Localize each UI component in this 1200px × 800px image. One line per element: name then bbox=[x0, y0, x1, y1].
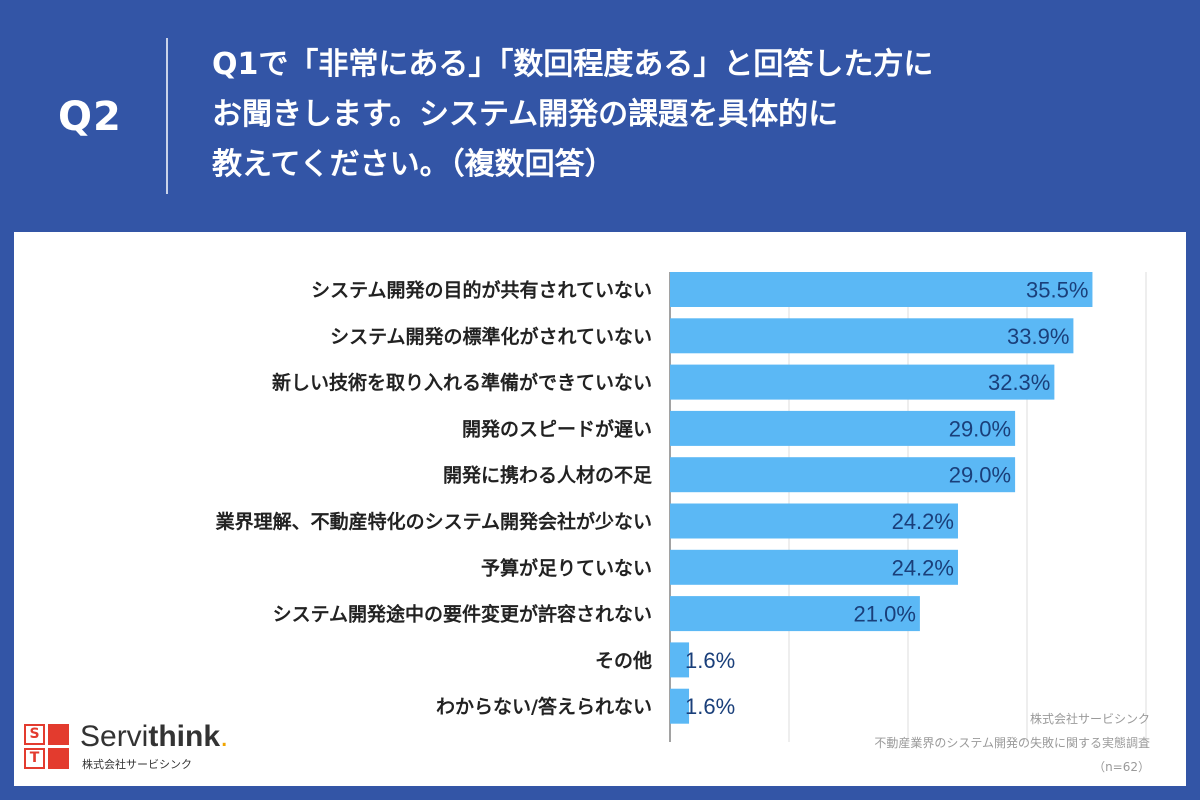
value-label: 1.6% bbox=[685, 694, 735, 719]
source-survey: 不動産業界のシステム開発の失敗に関する実態調査 bbox=[874, 736, 1150, 750]
bar bbox=[670, 457, 1016, 493]
category-label: 業界理解、不動産特化のシステム開発会社が少ない bbox=[215, 510, 652, 533]
value-label: 33.9% bbox=[1007, 324, 1069, 349]
header: Q2 Q1で「非常にある」「数回程度ある」と回答した方に お聞きします。システム… bbox=[0, 0, 1200, 230]
bar bbox=[670, 318, 1074, 354]
logo-name-suffix: think bbox=[148, 720, 221, 753]
chart-panel: システム開発の目的が共有されていない 35.5% システム開発の標準化がされていない… bbox=[14, 232, 1186, 786]
question-number: Q2 bbox=[58, 94, 122, 140]
logo-cell-s: S bbox=[24, 724, 45, 745]
header-divider bbox=[166, 38, 168, 194]
bar-chart: システム開発の目的が共有されていない 35.5% システム開発の標準化がされていない… bbox=[215, 272, 1147, 742]
company-logo: S T Servithink. 株式会社サービシンク bbox=[24, 720, 264, 776]
bar bbox=[670, 549, 958, 585]
source-sample-size: （n=62） bbox=[1093, 760, 1150, 774]
value-label: 29.0% bbox=[949, 463, 1011, 488]
category-label: 開発のスピードが遅い bbox=[462, 417, 652, 440]
category-label: 開発に携わる人材の不足 bbox=[443, 464, 653, 487]
logo-cell-blank-2 bbox=[48, 748, 69, 769]
question-line-3: 教えてください。（複数回答） bbox=[212, 147, 615, 182]
category-label: その他 bbox=[595, 649, 652, 672]
category-label: 新しい技術を取り入れる準備ができていない bbox=[272, 371, 652, 394]
question-line-2: お聞きします。システム開発の課題を具体的に bbox=[212, 97, 839, 132]
logo-cell-t: T bbox=[24, 748, 45, 769]
value-label: 24.2% bbox=[892, 509, 954, 534]
logo-dot: . bbox=[220, 720, 229, 753]
bar bbox=[670, 688, 690, 724]
value-label: 24.2% bbox=[892, 555, 954, 580]
category-label: システム開発の標準化がされていない bbox=[330, 325, 652, 348]
bar bbox=[670, 503, 958, 539]
category-label: システム開発途中の要件変更が許容されない bbox=[273, 603, 652, 626]
bar bbox=[670, 642, 690, 678]
logo-subtitle: 株式会社サービシンク bbox=[82, 758, 192, 771]
category-label: 予算が足りていない bbox=[481, 556, 652, 579]
logo-mark-icon: S T bbox=[24, 724, 70, 770]
question-text: Q1で「非常にある」「数回程度ある」と回答した方に お聞きします。システム開発の… bbox=[212, 40, 1112, 190]
value-label: 1.6% bbox=[685, 648, 735, 673]
bar bbox=[670, 410, 1016, 446]
bar bbox=[670, 596, 920, 632]
value-label: 32.3% bbox=[988, 370, 1050, 395]
bar bbox=[670, 272, 1093, 307]
value-label: 35.5% bbox=[1026, 278, 1088, 303]
source-company: 株式会社サービシンク bbox=[1029, 712, 1150, 726]
logo-wordmark: Servithink. bbox=[80, 720, 228, 754]
category-label: わからない/答えられない bbox=[436, 695, 652, 718]
category-label: システム開発の目的が共有されていない bbox=[311, 279, 652, 302]
logo-cell-blank-1 bbox=[48, 724, 69, 745]
bar bbox=[670, 364, 1055, 400]
question-line-1: Q1で「非常にある」「数回程度ある」と回答した方に bbox=[212, 47, 934, 82]
value-label: 21.0% bbox=[854, 602, 916, 627]
logo-name-prefix: Servi bbox=[80, 720, 149, 753]
value-label: 29.0% bbox=[949, 416, 1011, 441]
